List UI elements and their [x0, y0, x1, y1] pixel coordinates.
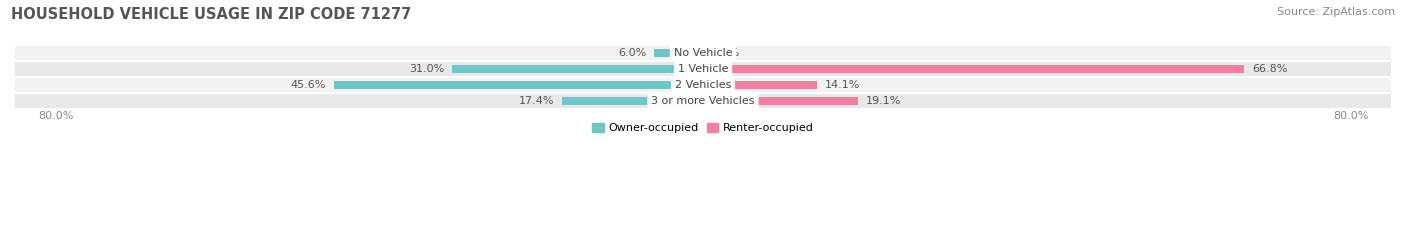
Bar — [15, 61, 1391, 77]
Bar — [453, 65, 703, 73]
Text: 1 Vehicle: 1 Vehicle — [678, 64, 728, 74]
Text: 66.8%: 66.8% — [1251, 64, 1286, 74]
Bar — [562, 96, 703, 105]
Text: 0.0%: 0.0% — [711, 48, 740, 58]
Bar — [703, 65, 1244, 73]
Text: 2 Vehicles: 2 Vehicles — [675, 80, 731, 90]
Text: 45.6%: 45.6% — [291, 80, 326, 90]
Bar — [703, 96, 858, 105]
Text: 14.1%: 14.1% — [825, 80, 860, 90]
Bar — [703, 81, 817, 89]
Text: 31.0%: 31.0% — [409, 64, 444, 74]
Text: 19.1%: 19.1% — [866, 96, 901, 106]
Bar — [15, 93, 1391, 109]
Bar — [654, 49, 703, 57]
Bar — [333, 81, 703, 89]
Text: No Vehicle: No Vehicle — [673, 48, 733, 58]
Text: HOUSEHOLD VEHICLE USAGE IN ZIP CODE 71277: HOUSEHOLD VEHICLE USAGE IN ZIP CODE 7127… — [11, 7, 412, 22]
Bar — [15, 77, 1391, 93]
Text: 17.4%: 17.4% — [519, 96, 554, 106]
Legend: Owner-occupied, Renter-occupied: Owner-occupied, Renter-occupied — [588, 119, 818, 138]
Text: 3 or more Vehicles: 3 or more Vehicles — [651, 96, 755, 106]
Bar — [15, 45, 1391, 61]
Text: Source: ZipAtlas.com: Source: ZipAtlas.com — [1277, 7, 1395, 17]
Text: 6.0%: 6.0% — [619, 48, 647, 58]
